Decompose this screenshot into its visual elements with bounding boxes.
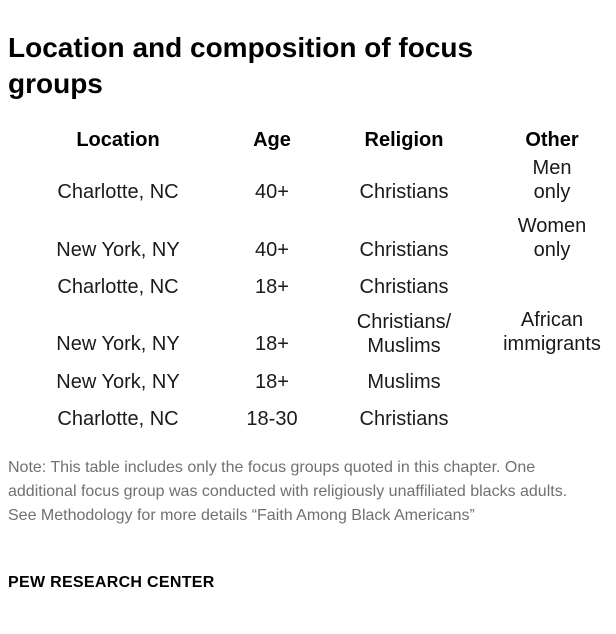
cell-location: Charlotte, NC [57,408,179,430]
cell-other: Men only [532,157,572,203]
cell-religion: Christians [359,239,449,261]
cell-religion: Christians/Muslims [356,311,452,357]
cell-age: 40+ [255,239,289,261]
cell-other: African immigrants [503,309,601,355]
cell-religion: Christians [359,276,449,298]
cell-location: Charlotte, NC [57,181,179,203]
cell-location: Charlotte, NC [57,276,179,298]
column-header-other: Other [525,129,579,151]
table-note: Note: This table includes only the focus… [8,459,568,524]
cell-age: 18+ [255,371,289,393]
source-label: PEW RESEARCH CENTER [8,574,215,591]
cell-location: New York, NY [56,371,180,393]
cell-age: 40+ [255,181,289,203]
column-header-religion: Religion [364,129,444,151]
column-header-age: Age [253,129,291,151]
cell-age: 18+ [255,276,289,298]
cell-religion: Muslims [367,371,441,393]
cell-location: New York, NY [56,239,180,261]
cell-age: 18-30 [246,408,298,430]
cell-location: New York, NY [56,333,180,355]
cell-age: 18+ [255,333,289,355]
page-title: Location and composition of focus groups [8,32,474,99]
cell-other: Women only [517,215,587,261]
column-header-location: Location [76,129,160,151]
cell-religion: Christians [359,408,449,430]
cell-religion: Christians [359,181,449,203]
